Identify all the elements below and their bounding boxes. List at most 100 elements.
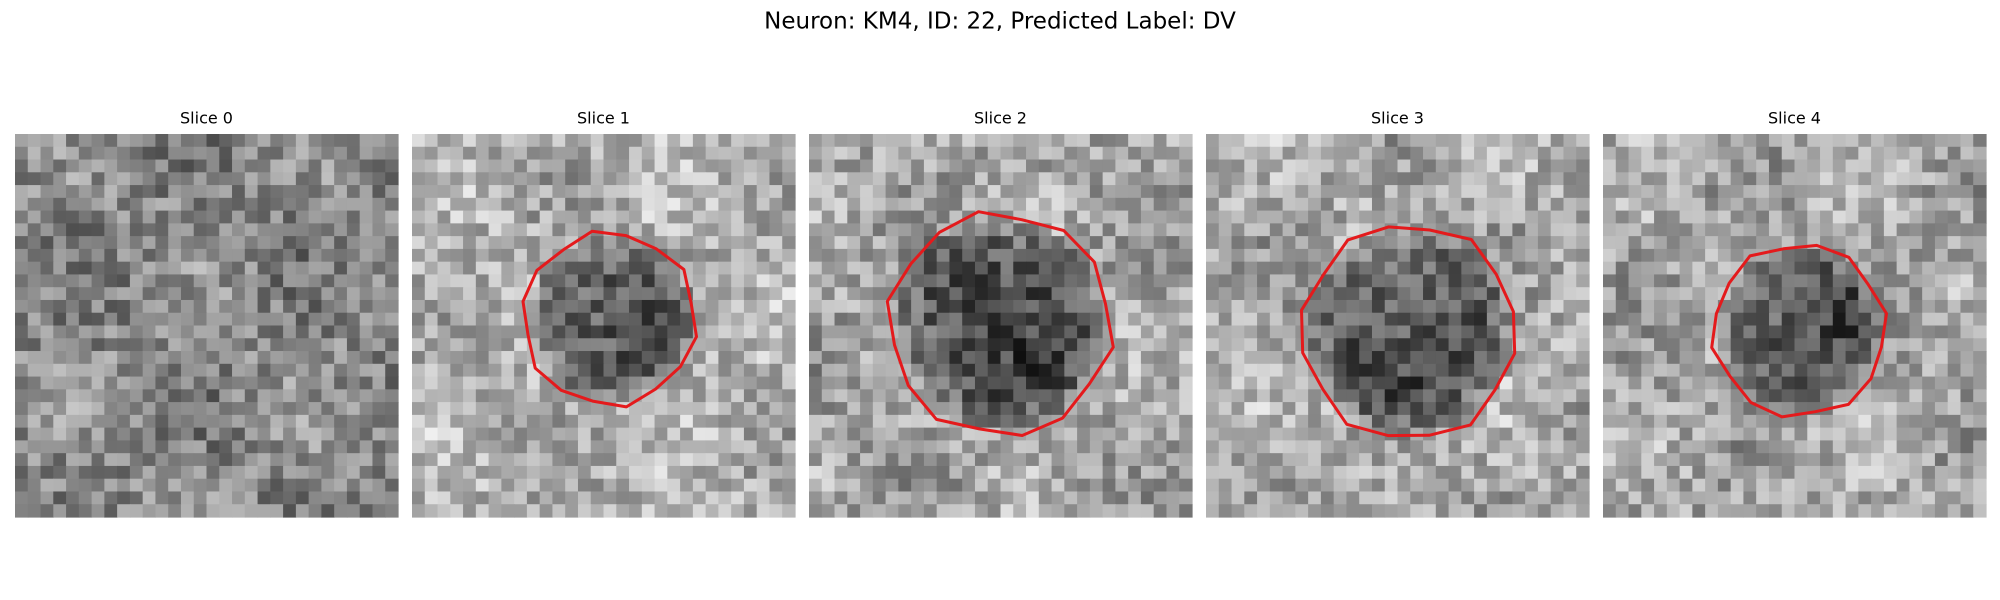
pixel <box>1730 338 1745 352</box>
pixel <box>53 210 67 224</box>
pixel <box>1756 197 1770 212</box>
pixel <box>680 159 694 173</box>
pixel <box>1435 159 1450 173</box>
pixel <box>244 453 259 467</box>
pixel <box>590 402 605 416</box>
pixel <box>1128 440 1142 454</box>
pixel <box>66 465 80 480</box>
pixel <box>117 210 131 224</box>
pixel <box>1973 248 1987 263</box>
pixel <box>1140 325 1155 339</box>
pixel <box>346 146 361 161</box>
pixel <box>78 185 93 199</box>
pixel <box>488 197 502 212</box>
pixel <box>1461 389 1475 403</box>
pixel <box>1947 389 1962 403</box>
pixel <box>539 440 554 454</box>
pixel <box>1115 389 1129 403</box>
pixel <box>1320 376 1335 390</box>
pixel <box>577 197 592 212</box>
pixel <box>1666 440 1681 454</box>
pixel <box>346 299 361 314</box>
pixel <box>809 478 823 493</box>
pixel <box>283 274 297 288</box>
pixel <box>898 299 912 314</box>
pixel <box>1654 210 1668 224</box>
pixel <box>1179 134 1193 148</box>
pixel <box>53 261 67 276</box>
pixel <box>1038 338 1053 352</box>
pixel <box>1666 261 1681 276</box>
pixel <box>53 274 67 288</box>
pixel <box>769 159 783 173</box>
pixel <box>1423 478 1437 493</box>
pixel <box>359 389 374 403</box>
pixel <box>385 453 399 467</box>
pixel <box>680 453 694 467</box>
pixel <box>1615 185 1630 199</box>
pixel <box>1051 453 1065 467</box>
pixel <box>1410 491 1424 505</box>
pixel <box>1448 389 1462 403</box>
pixel <box>1743 287 1757 301</box>
pixel <box>1179 159 1193 173</box>
pixel <box>898 427 912 441</box>
pixel <box>641 427 656 441</box>
pixel <box>1705 146 1719 161</box>
pixel <box>129 236 144 250</box>
pixel <box>641 478 656 493</box>
pixel <box>1026 312 1040 327</box>
pixel <box>1563 504 1577 518</box>
pixel <box>1026 478 1040 493</box>
pixel <box>1359 453 1373 467</box>
pixel <box>1026 389 1040 403</box>
pixel <box>1615 134 1630 148</box>
pixel <box>1832 299 1847 314</box>
pixel <box>359 440 374 454</box>
pixel <box>219 453 233 467</box>
pixel <box>1410 376 1424 390</box>
pixel <box>1244 248 1258 263</box>
pixel <box>1628 389 1642 403</box>
pixel <box>206 159 220 173</box>
pixel <box>1717 248 1732 263</box>
pixel <box>667 312 681 327</box>
pixel <box>514 325 528 339</box>
pixel <box>860 465 874 480</box>
pixel <box>809 325 823 339</box>
pixel <box>1128 389 1142 403</box>
pixel <box>40 491 54 505</box>
pixel <box>1474 491 1488 505</box>
pixel <box>1013 248 1027 263</box>
pixel <box>1448 159 1462 173</box>
pixel <box>667 159 681 173</box>
pixel <box>1257 414 1271 429</box>
pixel <box>104 427 118 441</box>
pixel <box>1717 376 1732 390</box>
pixel <box>1371 197 1386 212</box>
pixel <box>577 363 592 378</box>
pixel <box>321 261 335 276</box>
pixel <box>1218 134 1233 148</box>
pixel <box>936 440 951 454</box>
pixel <box>1730 236 1745 250</box>
pixel <box>1628 236 1642 250</box>
pixel <box>705 134 719 148</box>
pixel <box>1692 248 1706 263</box>
pixel <box>257 376 271 390</box>
pixel <box>1603 325 1617 339</box>
pixel <box>1179 389 1193 403</box>
pixel <box>898 351 912 365</box>
pixel <box>590 414 605 429</box>
pixel <box>1537 223 1552 237</box>
pixel <box>1153 325 1168 339</box>
pixel <box>1371 491 1386 505</box>
pixel <box>1206 172 1220 186</box>
pixel <box>463 402 477 416</box>
pixel <box>129 478 144 493</box>
pixel <box>53 299 67 314</box>
pixel <box>1641 312 1655 327</box>
pixel <box>974 465 989 480</box>
pixel <box>514 274 528 288</box>
pixel <box>1384 236 1399 250</box>
